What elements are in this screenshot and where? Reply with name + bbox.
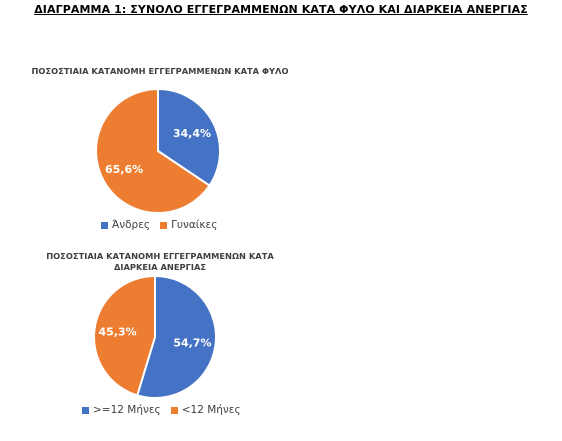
legend-label-long-term: >=12 Μήνες bbox=[93, 404, 161, 416]
data-label-long-term: 54,7% bbox=[173, 337, 211, 350]
legend-swatch-short-term bbox=[170, 406, 178, 414]
legend-swatch-men bbox=[101, 221, 108, 229]
legend-duration: >=12 Μήνες <12 Μήνες bbox=[82, 404, 251, 416]
legend-swatch-women bbox=[160, 221, 168, 229]
legend-swatch-long-term bbox=[82, 406, 89, 414]
pie-slice-men bbox=[157, 87, 221, 187]
pie-slice-short-term bbox=[93, 274, 156, 397]
legend-label-women: Γυναίκες bbox=[171, 219, 218, 231]
page-title: ΔΙΑΓΡΑΜΜΑ 1: ΣΥΝΟΛΟ ΕΓΓΕΓΡΑΜΜΕΝΩΝ ΚΑΤΑ Φ… bbox=[34, 3, 528, 16]
legend-item-short-term: <12 Μήνες bbox=[170, 404, 241, 416]
legend-gender: Άνδρες Γυναίκες bbox=[101, 219, 227, 231]
legend-label-short-term: <12 Μήνες bbox=[181, 404, 241, 416]
legend-label-men: Άνδρες bbox=[112, 219, 151, 231]
data-label-short-term: 45,3% bbox=[99, 325, 137, 338]
data-label-women: 65,6% bbox=[105, 163, 143, 176]
chart-title-duration: ΠΟΣΟΣΤΙΑΙΑ ΚΑΤΑΝΟΜΗ ΕΓΓΕΓΡΑΜΜΕΝΩΝ ΚΑΤΑ Δ… bbox=[46, 251, 274, 272]
legend-item-men: Άνδρες bbox=[101, 219, 150, 231]
pie-slice-long-term bbox=[135, 274, 217, 399]
data-label-men: 34,4% bbox=[173, 127, 211, 140]
legend-item-long-term: >=12 Μήνες bbox=[82, 404, 161, 416]
chart-title-gender: ΠΟΣΟΣΤΙΑΙΑ ΚΑΤΑΝΟΜΗ ΕΓΓΕΓΡΑΜΜΕΝΩΝ ΚΑΤΑ Φ… bbox=[31, 66, 289, 76]
legend-item-women: Γυναίκες bbox=[160, 219, 217, 231]
pie-slice-women bbox=[95, 87, 211, 214]
